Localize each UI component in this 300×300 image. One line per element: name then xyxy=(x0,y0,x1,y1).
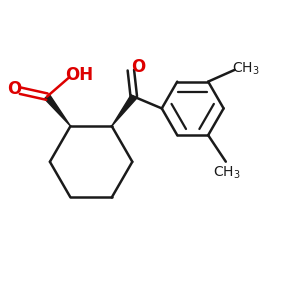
Text: OH: OH xyxy=(65,66,93,84)
Text: CH$_3$: CH$_3$ xyxy=(232,61,260,77)
Polygon shape xyxy=(44,94,70,126)
Text: O: O xyxy=(131,58,145,76)
Polygon shape xyxy=(112,95,136,126)
Text: O: O xyxy=(7,80,21,98)
Text: CH$_3$: CH$_3$ xyxy=(214,165,241,181)
